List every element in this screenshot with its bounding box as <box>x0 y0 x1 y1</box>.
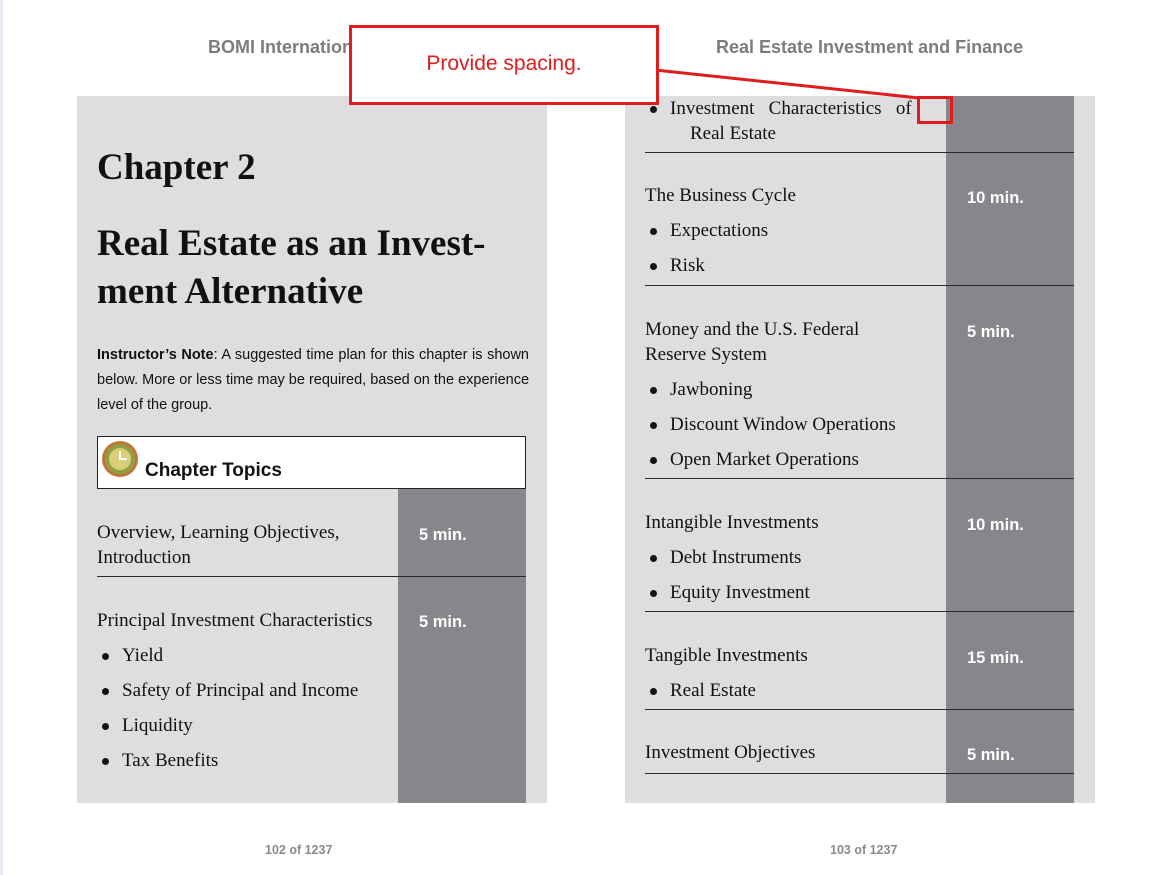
topic-row: Investment Objectives 5 min. <box>645 710 1074 774</box>
annotation-text: Provide spacing. <box>426 52 582 75</box>
chapter-title-line2: ment Alternative <box>97 271 364 312</box>
topic-bullet: Investment Characteristics of <box>650 98 912 119</box>
topic-bullet: Safety of Principal and Income <box>101 680 359 701</box>
topic-row: The Business Cycle 10 min. Expectations … <box>645 153 1074 286</box>
topic-row: Investment Characteristics of Real Estat… <box>645 96 1074 153</box>
topic-bullet: Open Market Operations <box>650 449 859 470</box>
topic-time: 5 min. <box>419 613 467 631</box>
topic-bullet: Yield <box>101 645 164 666</box>
topic-row: Overview, Learning Objectives, Introduct… <box>97 489 526 577</box>
annotation-callout[interactable]: Provide spacing. <box>349 25 659 105</box>
topic-title: Intangible Investments <box>645 512 819 533</box>
topic-time: 15 min. <box>967 649 1024 667</box>
page-102[interactable]: Chapter 2 Real Estate as an Invest- ment… <box>77 96 547 803</box>
chapter-title: Real Estate as an Invest- ment Alternati… <box>97 220 527 316</box>
topic-row: Intangible Investments 10 min. Debt Inst… <box>645 479 1074 612</box>
topic-bullet: Expectations <box>649 220 769 241</box>
header-left-title: BOMI International <box>208 37 369 57</box>
page-number-left: 102 of 1237 <box>265 843 333 857</box>
header-right-title: Real Estate Investment and Finance <box>716 37 1024 57</box>
topic-bullet: Debt Instruments <box>649 547 802 568</box>
topic-time: 5 min. <box>419 526 467 544</box>
chapter-number: Chapter 2 <box>97 147 256 188</box>
topic-title: Investment Objectives <box>645 742 816 763</box>
instructor-note-label: Instructor’s Note <box>97 347 214 363</box>
topic-time: 10 min. <box>967 516 1024 534</box>
chapter-topics-label: Chapter Topics <box>145 460 282 481</box>
topic-bullet: Jawboning <box>649 379 753 400</box>
topic-bullet: Discount Window Operations <box>650 414 896 435</box>
clock-icon <box>102 441 138 477</box>
topic-bullet: Real Estate <box>650 680 756 701</box>
topic-row: Principal Investment Characteristics 5 m… <box>97 576 526 803</box>
chapter-title-line1: Real Estate as an Invest- <box>97 223 486 264</box>
topic-bullet: Equity Investment <box>650 582 810 603</box>
topic-title-line2: Reserve System <box>645 344 767 365</box>
topic-time: 5 min. <box>967 746 1015 764</box>
topic-bullet: Tax Benefits <box>101 750 219 771</box>
topic-title: Money and the U.S. Federal Reserve Syste… <box>645 317 945 367</box>
window-edge <box>0 0 3 875</box>
instructor-note-text: : A suggested time plan for this chapter… <box>97 347 530 413</box>
topic-row: Tangible Investments 15 min. Real Estate <box>645 612 1074 710</box>
topic-bullet: Liquidity <box>102 715 193 736</box>
topic-time: 5 min. <box>967 323 1015 341</box>
chapter-topics-box: Chapter Topics <box>97 436 526 489</box>
topic-bullet-continued: Real Estate <box>690 123 776 144</box>
topic-row: Money and the U.S. Federal Reserve Syste… <box>645 286 1074 479</box>
topic-title: Overview, Learning Objectives, Introduct… <box>97 522 340 568</box>
annotation-highlight-box[interactable] <box>917 96 953 124</box>
page-number-right: 103 of 1237 <box>830 843 898 857</box>
topic-time: 10 min. <box>967 189 1024 207</box>
topic-title: Tangible Investments <box>645 645 808 666</box>
time-column <box>398 489 526 803</box>
topic-title: Principal Investment Characteristics <box>97 610 373 631</box>
page-103[interactable]: Investment Characteristics of Real Estat… <box>625 96 1095 803</box>
time-column <box>946 96 1074 803</box>
topic-title-line1: Money and the U.S. Federal <box>645 319 860 340</box>
instructor-note: Instructor’s Note: A suggested time plan… <box>97 343 529 418</box>
topic-bullet: Risk <box>650 255 705 276</box>
topic-title: The Business Cycle <box>645 185 796 206</box>
